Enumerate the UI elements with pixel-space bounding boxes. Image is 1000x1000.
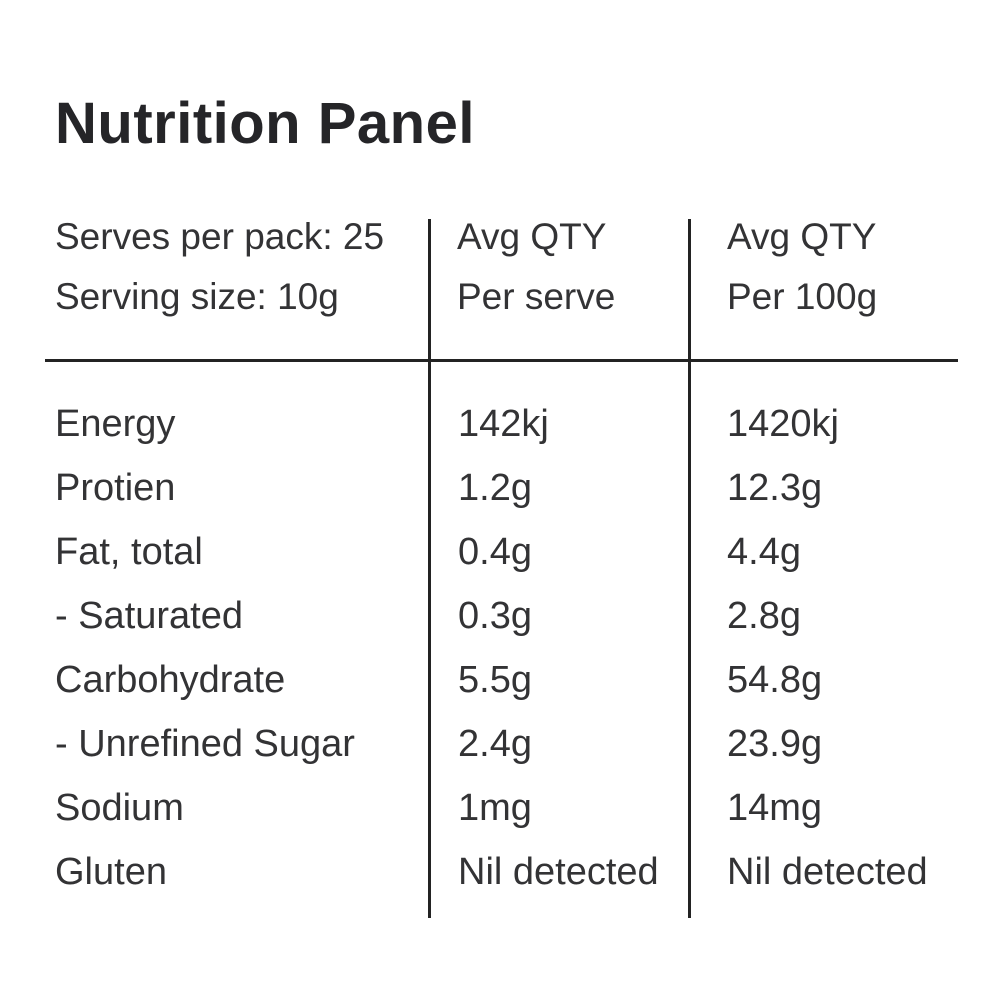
value-per-100g: 54.8g: [727, 659, 823, 701]
value-per-100g: Nil detected: [727, 851, 928, 893]
value-per-serve: 1mg: [458, 787, 532, 829]
value-per-serve: Nil detected: [458, 851, 659, 893]
vertical-divider-left: [428, 219, 431, 918]
value-per-100g: 14mg: [727, 787, 823, 829]
column-header-per-100g-line2: Per 100g: [727, 276, 878, 317]
row-label: Fat, total: [55, 531, 203, 573]
row-label: - Saturated: [55, 595, 243, 637]
row-label: Carbohydrate: [55, 659, 286, 701]
serves-per-pack: Serves per pack: 25: [55, 216, 385, 257]
value-per-100g: 4.4g: [727, 531, 801, 573]
column-header-per-100g-line1: Avg QTY: [727, 216, 877, 257]
page-title: Nutrition Panel: [55, 91, 475, 156]
row-label: Energy: [55, 403, 176, 445]
value-per-serve: 1.2g: [458, 467, 532, 509]
row-label: Protien: [55, 467, 176, 509]
value-per-serve: 142kj: [458, 403, 549, 445]
table-row: Sodium 1mg 14mg: [0, 776, 1000, 840]
value-per-serve: 2.4g: [458, 723, 532, 765]
table-row: Fat, total 0.4g 4.4g: [0, 520, 1000, 584]
table-row: Protien 1.2g 12.3g: [0, 456, 1000, 520]
value-per-serve: 5.5g: [458, 659, 532, 701]
value-per-serve: 0.3g: [458, 595, 532, 637]
table-row: - Unrefined Sugar 2.4g 23.9g: [0, 712, 1000, 776]
column-header-per-serve-line1: Avg QTY: [457, 216, 607, 257]
value-per-serve: 0.4g: [458, 531, 532, 573]
row-label: Gluten: [55, 851, 167, 893]
nutrient-table-body: Energy 142kj 1420kj Protien 1.2g 12.3g F…: [0, 392, 1000, 904]
table-row: Energy 142kj 1420kj: [0, 392, 1000, 456]
header-divider: [45, 359, 958, 362]
table-row: Gluten Nil detected Nil detected: [0, 840, 1000, 904]
serving-size: Serving size: 10g: [55, 276, 339, 317]
value-per-100g: 12.3g: [727, 467, 823, 509]
value-per-100g: 2.8g: [727, 595, 801, 637]
table-row: - Saturated 0.3g 2.8g: [0, 584, 1000, 648]
column-header-per-serve-line2: Per serve: [457, 276, 616, 317]
value-per-100g: 23.9g: [727, 723, 823, 765]
row-label: Sodium: [55, 787, 184, 829]
row-label: - Unrefined Sugar: [55, 723, 355, 765]
value-per-100g: 1420kj: [727, 403, 839, 445]
table-row: Carbohydrate 5.5g 54.8g: [0, 648, 1000, 712]
vertical-divider-right: [688, 219, 691, 918]
